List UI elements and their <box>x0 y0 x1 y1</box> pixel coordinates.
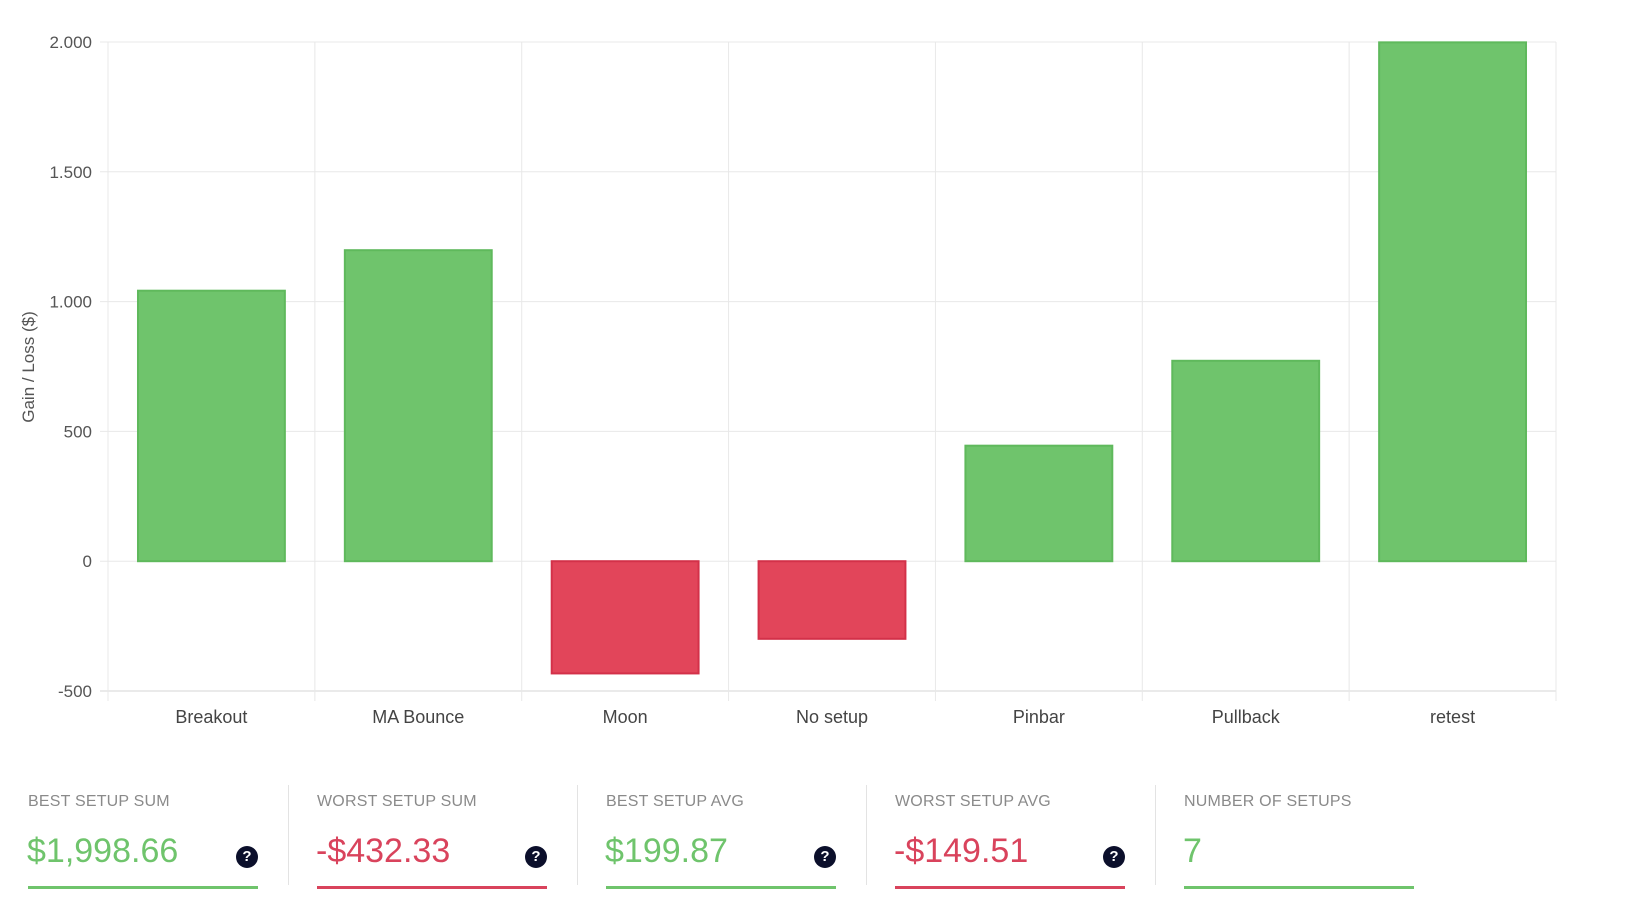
bar-ma-bounce[interactable] <box>343 249 493 563</box>
x-category-label: retest <box>1430 707 1475 727</box>
stat-label: NUMBER OF SETUPS <box>1184 793 1352 810</box>
x-category-label: Breakout <box>175 707 247 727</box>
y-axis-ticks: -500 0 500 1.000 1.500 2.000 <box>49 33 92 701</box>
bars <box>136 41 1528 675</box>
stat-underline <box>1184 886 1414 889</box>
bar-breakout[interactable] <box>136 289 286 563</box>
x-category-label: No setup <box>796 707 868 727</box>
stat-card-best-setup-sum: BEST SETUP SUM $1,998.66 ? <box>0 775 289 895</box>
stat-underline <box>895 886 1125 889</box>
bar-pullback[interactable] <box>1171 359 1321 563</box>
stat-underline <box>28 886 258 889</box>
x-category-label: Pinbar <box>1013 707 1065 727</box>
stat-value: 7 <box>1183 832 1202 870</box>
stat-label: WORST SETUP AVG <box>895 793 1051 810</box>
bar-moon[interactable] <box>550 560 700 675</box>
question-circle-icon[interactable]: ? <box>525 846 547 868</box>
stat-value: $199.87 <box>605 832 728 870</box>
bar-retest[interactable] <box>1378 41 1528 563</box>
y-axis-title: Gain / Loss ($) <box>19 311 38 423</box>
stats-row: BEST SETUP SUM $1,998.66 ? WORST SETUP S… <box>0 775 1627 895</box>
x-category-label: MA Bounce <box>372 707 464 727</box>
question-circle-icon[interactable]: ? <box>236 846 258 868</box>
grid <box>100 41 1557 701</box>
bar-no-setup[interactable] <box>757 560 907 640</box>
question-circle-icon[interactable]: ? <box>814 846 836 868</box>
stat-value: -$149.51 <box>894 832 1029 870</box>
x-axis-labels: Breakout MA Bounce Moon No setup Pinbar Pullb… <box>175 707 1475 727</box>
chart-canvas: -500 0 500 1.000 1.500 2.000 Breakout MA Bounc… <box>19 33 1557 727</box>
question-circle-icon[interactable]: ? <box>1103 846 1125 868</box>
y-tick-label: 0 <box>83 552 92 571</box>
x-category-label: Moon <box>603 707 648 727</box>
stat-card-number-of-setups: NUMBER OF SETUPS 7 <box>1155 775 1445 895</box>
x-category-label: Pullback <box>1212 707 1281 727</box>
stat-card-worst-setup-sum: WORST SETUP SUM -$432.33 ? <box>288 775 578 895</box>
stat-card-best-setup-avg: BEST SETUP AVG $199.87 ? <box>577 775 867 895</box>
stat-value: -$432.33 <box>316 832 451 870</box>
y-tick-label: 500 <box>64 422 92 441</box>
stat-label: BEST SETUP AVG <box>606 793 744 810</box>
stat-underline <box>317 886 547 889</box>
stat-label: WORST SETUP SUM <box>317 793 477 810</box>
y-tick-label: 1.000 <box>49 293 92 312</box>
bar-pinbar[interactable] <box>964 444 1114 563</box>
stat-label: BEST SETUP SUM <box>28 793 170 810</box>
y-tick-label: 2.000 <box>49 33 92 52</box>
stat-value: $1,998.66 <box>27 832 179 870</box>
y-tick-label: 1.500 <box>49 163 92 182</box>
stat-underline <box>606 886 836 889</box>
bar-chart: -500 0 500 1.000 1.500 2.000 Breakout MA Bounc… <box>19 33 1557 727</box>
stat-card-worst-setup-avg: WORST SETUP AVG -$149.51 ? <box>866 775 1156 895</box>
y-tick-label: -500 <box>58 682 92 701</box>
